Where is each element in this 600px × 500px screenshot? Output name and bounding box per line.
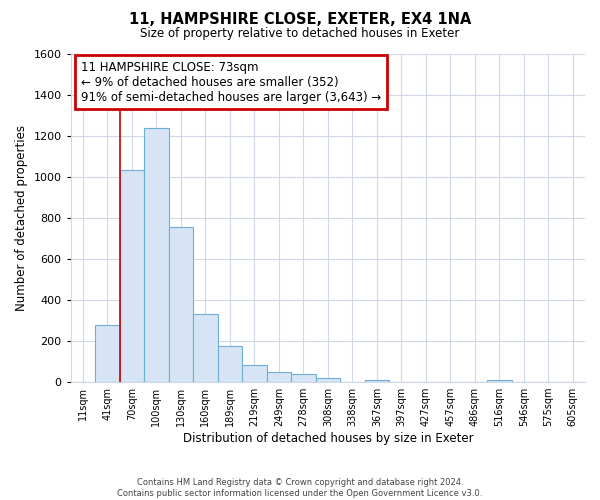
- Bar: [169, 228, 193, 382]
- Bar: [365, 380, 389, 382]
- Bar: [95, 324, 119, 382]
- Bar: [119, 170, 144, 382]
- Bar: [218, 346, 242, 382]
- Bar: [242, 364, 266, 382]
- X-axis label: Distribution of detached houses by size in Exeter: Distribution of detached houses by size …: [182, 432, 473, 445]
- Bar: [144, 128, 169, 382]
- Bar: [193, 314, 218, 382]
- Text: 11 HAMPSHIRE CLOSE: 73sqm
← 9% of detached houses are smaller (352)
91% of semi-: 11 HAMPSHIRE CLOSE: 73sqm ← 9% of detach…: [81, 60, 381, 104]
- Bar: [487, 380, 512, 382]
- Text: Size of property relative to detached houses in Exeter: Size of property relative to detached ho…: [140, 28, 460, 40]
- Bar: [291, 374, 316, 382]
- Y-axis label: Number of detached properties: Number of detached properties: [15, 125, 28, 311]
- Bar: [266, 372, 291, 382]
- Text: 11, HAMPSHIRE CLOSE, EXETER, EX4 1NA: 11, HAMPSHIRE CLOSE, EXETER, EX4 1NA: [129, 12, 471, 28]
- Text: Contains HM Land Registry data © Crown copyright and database right 2024.
Contai: Contains HM Land Registry data © Crown c…: [118, 478, 482, 498]
- Bar: [316, 378, 340, 382]
